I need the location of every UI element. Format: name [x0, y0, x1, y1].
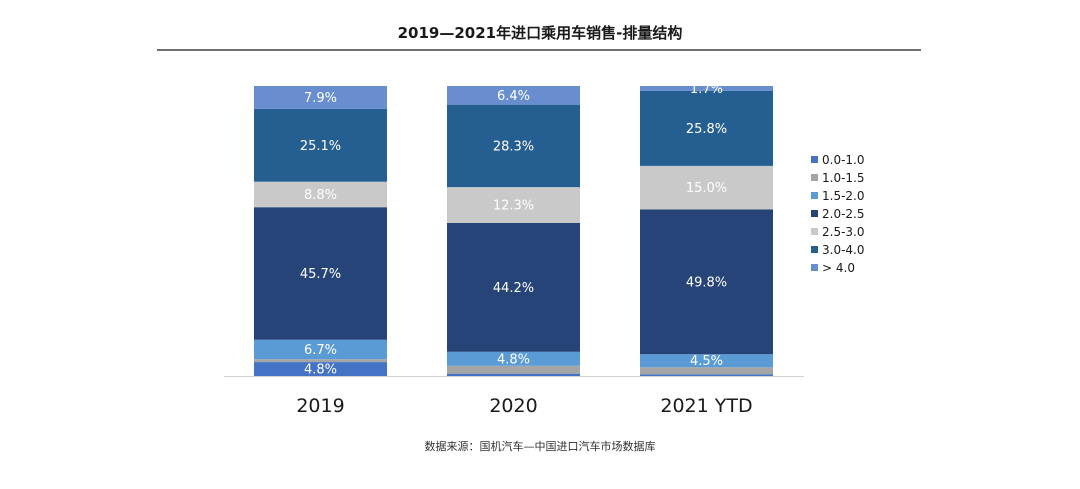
- legend-swatch-3-0-4-0: [811, 246, 818, 253]
- bar-segment-2020-1-0-1-5: [447, 365, 580, 374]
- data-label: 8.8%: [304, 188, 337, 203]
- bar-segment-2019-2-0-2-5: [254, 207, 387, 340]
- legend-swatch-2-5-3-0: [811, 228, 818, 235]
- legend-swatch-1-5-2-0: [811, 192, 818, 199]
- data-label: 12.3%: [493, 199, 534, 214]
- bar-segment-2020-2-0-2-5: [447, 222, 580, 352]
- data-label: 49.8%: [686, 275, 727, 290]
- bar-segment-2021-ytd-0-0-1-0: [640, 374, 773, 376]
- bar-segment-2021-ytd-1-0-1-5: [640, 367, 773, 375]
- bar-segment-2021-ytd-4-0: [640, 86, 773, 91]
- bar-segment-2019-0-0-1-0: [254, 362, 387, 376]
- bar-segment-2021-ytd-3-0-4-0: [640, 90, 773, 166]
- legend-swatch-2-0-2-5: [811, 210, 818, 217]
- legend-label: 0.0-1.0: [822, 153, 865, 167]
- legend-swatch-4-0: [811, 264, 818, 271]
- data-label: 44.2%: [493, 281, 534, 296]
- chart-title: 2019—2021年进口乘用车销售-排量结构: [397, 24, 683, 42]
- data-label: 28.3%: [493, 139, 534, 154]
- source-note: 数据来源：国机汽车—中国进口汽车市场数据库: [424, 440, 656, 453]
- legend-swatch-0-0-1-0: [811, 156, 818, 163]
- bar-segment-2021-ytd-2-5-3-0: [640, 165, 773, 210]
- legend-label: 2.0-2.5: [822, 207, 865, 221]
- data-label: 4.5%: [690, 354, 723, 369]
- legend-label: 1.0-1.5: [822, 171, 865, 185]
- bar-segment-2020-1-5-2-0: [447, 351, 580, 366]
- bar-segment-2019-4-0: [254, 86, 387, 109]
- legend-label: 2.5-3.0: [822, 225, 865, 239]
- bar-segment-2020-2-5-3-0: [447, 187, 580, 223]
- data-label: 15.0%: [686, 181, 727, 196]
- legend-label: > 4.0: [822, 261, 855, 275]
- bar-segment-2019-1-5-2-0: [254, 339, 387, 360]
- legend-swatch-1-0-1-5: [811, 174, 818, 181]
- bar-segment-2019-2-5-3-0: [254, 181, 387, 208]
- x-tick-label: 2021 YTD: [660, 395, 752, 417]
- bar-segment-2019-1-0-1-5: [254, 359, 387, 363]
- data-label: 25.8%: [686, 122, 727, 137]
- data-label: 7.9%: [304, 91, 337, 106]
- legend-label: 1.5-2.0: [822, 189, 865, 203]
- data-label: 25.1%: [300, 139, 341, 154]
- bar-segment-2021-ytd-2-0-2-5: [640, 209, 773, 355]
- title-divider: [157, 49, 921, 51]
- legend-label: 3.0-4.0: [822, 243, 865, 257]
- bar-segment-2020-3-0-4-0: [447, 104, 580, 188]
- bar-segment-2021-ytd-1-5-2-0: [640, 354, 773, 368]
- data-label: 6.4%: [497, 89, 530, 104]
- data-label: 4.8%: [304, 363, 337, 378]
- data-label: 45.7%: [300, 267, 341, 282]
- data-label: 1.7%: [690, 82, 723, 97]
- bar-segment-2019-3-0-4-0: [254, 108, 387, 182]
- data-label: 6.7%: [304, 343, 337, 358]
- x-tick-label: 2019: [296, 395, 344, 417]
- data-label: 4.8%: [497, 352, 530, 367]
- x-tick-label: 2020: [489, 395, 537, 417]
- bar-segment-2020-4-0: [447, 86, 580, 105]
- bar-segment-2020-0-0-1-0: [447, 373, 580, 376]
